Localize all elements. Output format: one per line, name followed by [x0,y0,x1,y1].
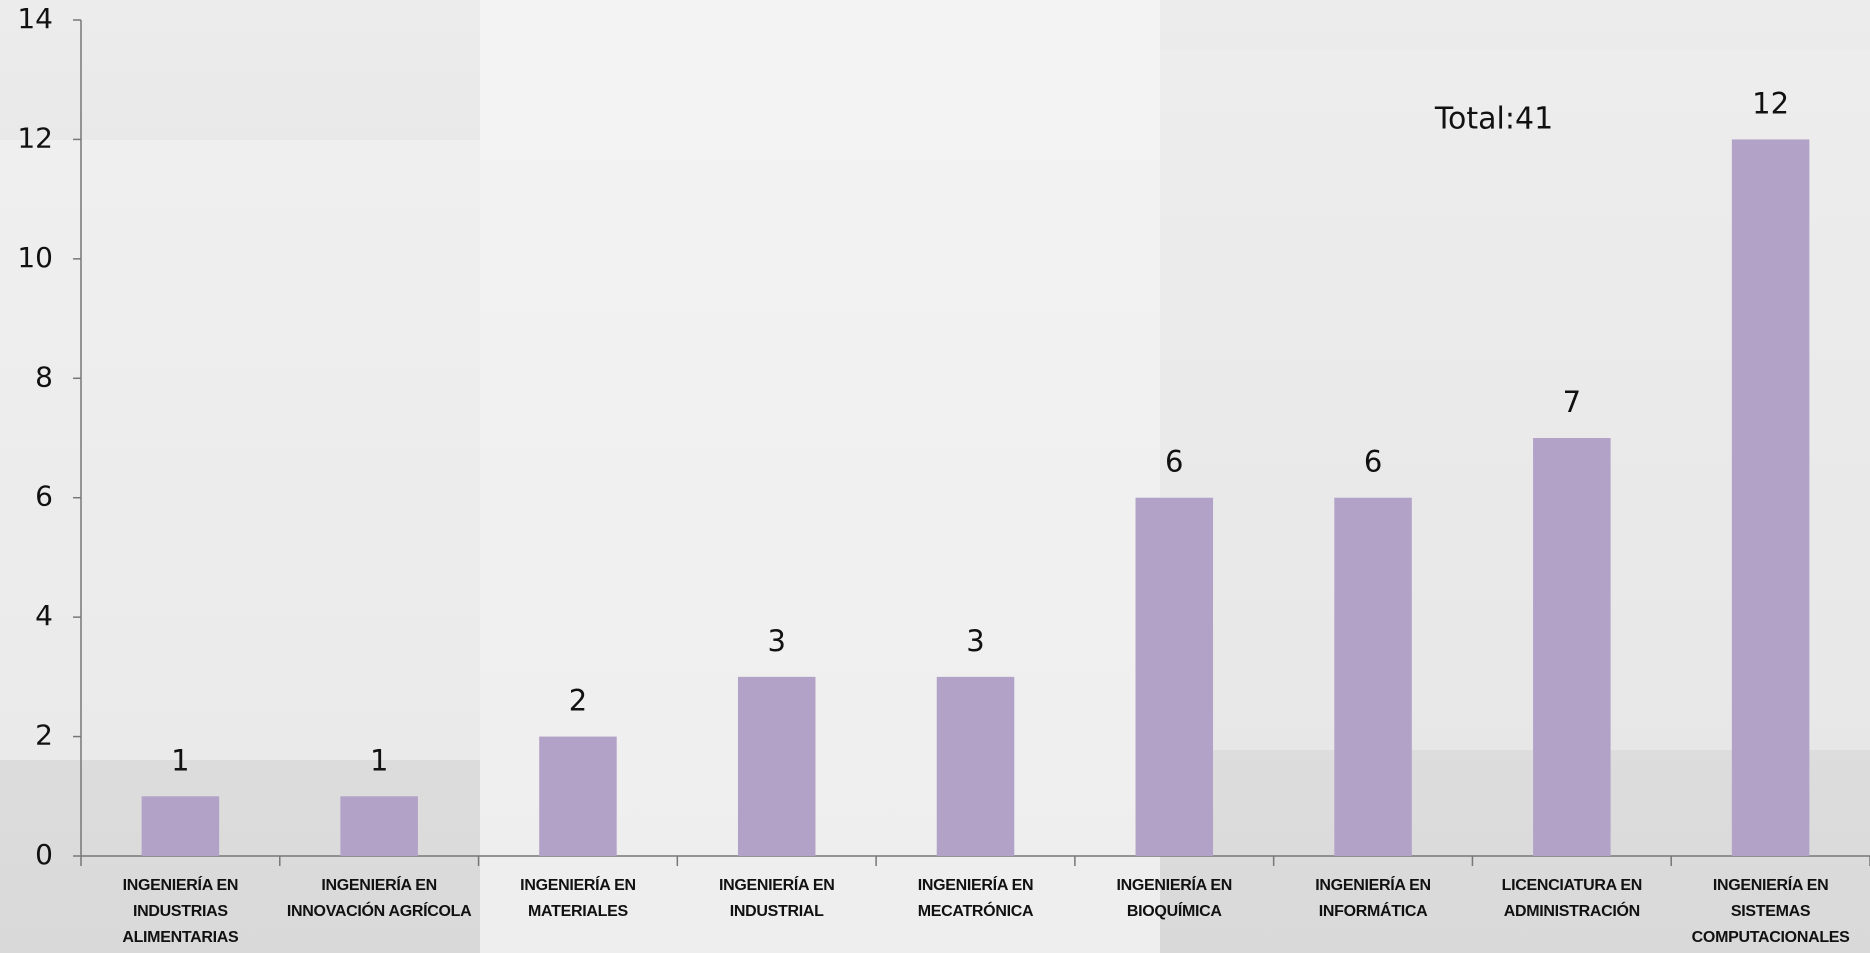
bar [1135,497,1214,856]
x-tick-label: INGENIERÍA EN SISTEMAS COMPUTACIONALES [1691,877,1850,946]
value-label: 3 [767,624,785,658]
value-label: 6 [1165,445,1183,479]
y-tick-label: 4 [35,599,53,632]
background-building [0,140,480,760]
value-label: 1 [370,743,388,777]
bar [1533,438,1611,856]
bar [1334,497,1412,856]
x-tick-label: INGENIERÍA EN BIOQUÍMICA [1116,877,1233,920]
value-label: 7 [1563,385,1581,419]
y-tick-label: 2 [35,719,53,752]
y-tick-label: 8 [35,360,53,393]
x-tick-label: LICENCIATURA EN ADMINISTRACIÓN [1501,877,1643,920]
x-tick-label: INGENIERÍA EN INDUSTRIAL [718,877,835,920]
y-tick-label: 14 [17,2,53,35]
bar [539,736,617,856]
x-tick-label: INGENIERÍA EN MECATRÓNICA [917,877,1034,920]
y-tick-label: 10 [17,241,53,274]
value-label: 12 [1752,86,1789,120]
x-tick-label: INGENIERÍA EN INDUSTRIAS ALIMENTARIAS [122,877,239,946]
bar [1731,139,1810,856]
y-tick-label: 0 [35,838,53,871]
x-tick-label: INGENIERÍA EN INFORMÁTICA [1315,877,1431,920]
bar [936,676,1015,856]
y-tick-label: 12 [17,121,53,154]
bar [340,796,418,856]
bar [737,676,816,856]
annotation: Total:41 [1434,102,1553,137]
value-label: 6 [1364,445,1382,479]
y-tick-label: 6 [35,480,53,513]
bar [141,796,220,856]
x-tick-label: INGENIERÍA EN MATERIALES [520,877,636,920]
value-label: 3 [966,624,984,658]
x-tick-label: INGENIERÍA EN INNOVACIÓN AGRÍCOLA [286,877,472,920]
value-label: 2 [569,684,587,718]
value-label: 1 [171,743,189,777]
